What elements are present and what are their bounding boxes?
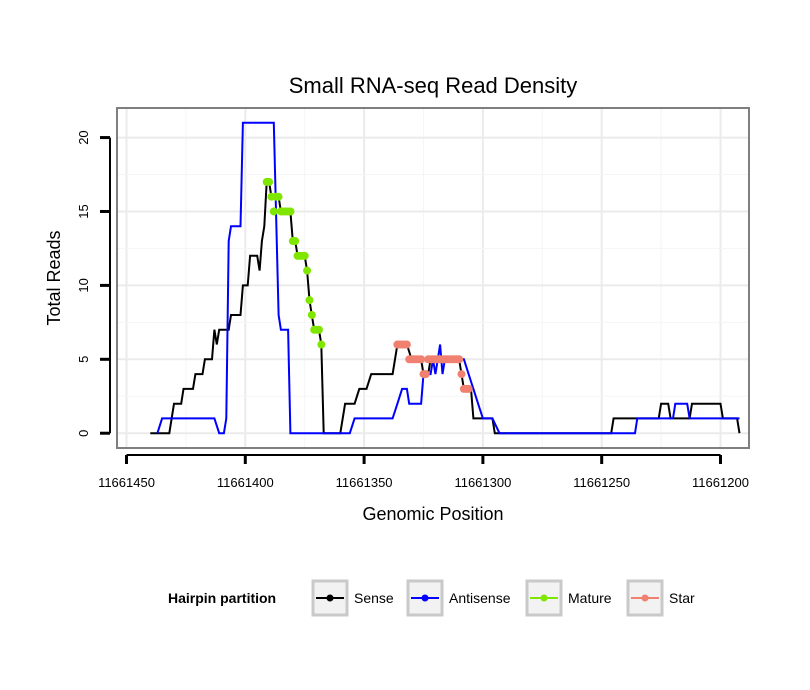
data-point-mature: [274, 192, 283, 201]
y-tick-label: 10: [76, 278, 91, 292]
y-axis: 0 5 10 15 20: [76, 130, 111, 437]
legend-label: Sense: [354, 590, 394, 606]
data-point-star: [457, 370, 466, 379]
legend-label: Antisense: [449, 590, 511, 606]
data-point-mature: [317, 340, 326, 349]
series-mature: [262, 177, 326, 349]
legend-item-star: Star: [626, 579, 695, 617]
legend-item-mature: Mature: [525, 579, 612, 617]
series-star: [393, 340, 473, 393]
legend-key-point: [326, 594, 334, 602]
data-point-star: [464, 384, 473, 393]
data-point-star: [421, 370, 430, 379]
legend-key-point: [641, 594, 649, 602]
data-point-star: [455, 355, 464, 364]
data-point-star: [417, 355, 426, 364]
data-point-mature: [307, 310, 316, 319]
legend-item-antisense: Antisense: [406, 579, 511, 617]
data-point-mature: [265, 177, 274, 186]
legend-title: Hairpin partition: [168, 590, 276, 606]
data-point-mature: [314, 325, 323, 334]
series-antisense: [156, 121, 740, 435]
x-tick-label: 11661350: [336, 475, 393, 490]
y-tick-label: 5: [76, 356, 91, 363]
series-layer: [150, 121, 741, 435]
legend-key-point: [421, 594, 429, 602]
x-tick-label: 11661250: [573, 475, 630, 490]
y-axis-label: Total Reads: [44, 230, 64, 325]
legend-label: Star: [669, 590, 695, 606]
y-tick-label: 0: [76, 430, 91, 437]
series-line-antisense: [156, 121, 740, 435]
plot-border: [116, 107, 750, 449]
x-tick-label: 11661450: [98, 475, 155, 490]
chart-title: Small RNA-seq Read Density: [289, 73, 578, 98]
legend-item-sense: Sense: [311, 579, 394, 617]
legend-label: Mature: [568, 590, 612, 606]
plot-background: [117, 108, 749, 448]
data-point-mature: [303, 266, 312, 275]
legend: Hairpin partition Sense Antisense Mature St…: [168, 579, 695, 617]
data-point-mature: [300, 251, 309, 260]
x-tick-label: 11661200: [692, 475, 749, 490]
y-tick-label: 20: [76, 130, 91, 144]
y-tick-label: 15: [76, 204, 91, 218]
x-tick-label: 11661300: [454, 475, 511, 490]
data-point-mature: [305, 296, 314, 305]
x-tick-label: 11661400: [217, 475, 274, 490]
x-axis: 11661450 11661400 11661350 11661300 11661250…: [98, 454, 749, 490]
data-point-mature: [291, 237, 300, 246]
data-point-mature: [286, 207, 295, 216]
legend-key-point: [540, 594, 548, 602]
data-point-star: [402, 340, 411, 349]
x-axis-label: Genomic Position: [362, 504, 503, 524]
data-point-mature: [269, 207, 278, 216]
